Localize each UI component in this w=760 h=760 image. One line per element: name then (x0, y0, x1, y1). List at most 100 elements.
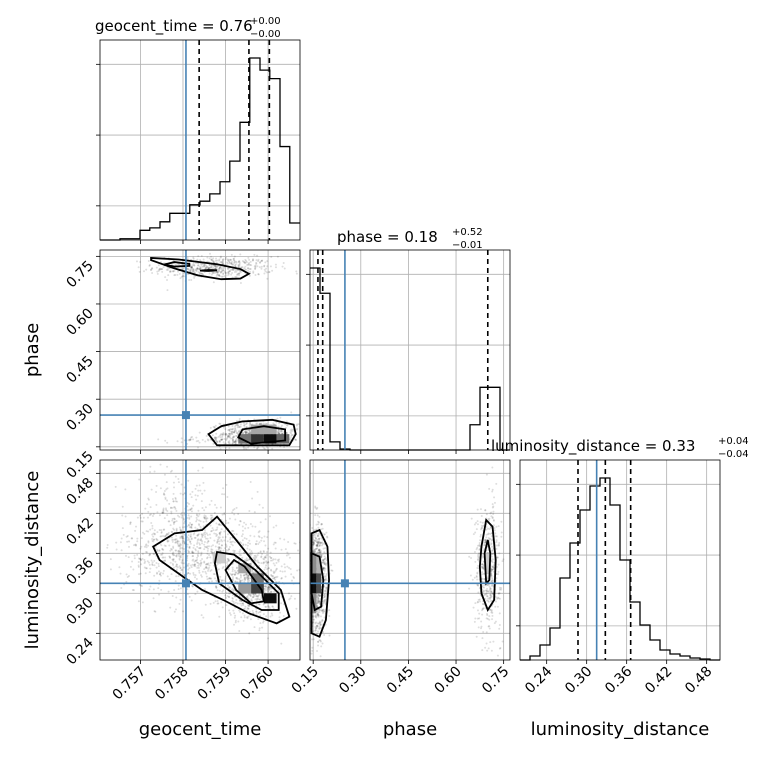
sample-point (489, 591, 492, 594)
sample-point (315, 593, 318, 596)
sample-point (267, 605, 270, 608)
sample-point (315, 545, 318, 548)
sample-point (313, 529, 316, 532)
sample-point (233, 616, 236, 619)
sample-point (224, 535, 227, 538)
sample-point (316, 544, 319, 547)
sample-point (268, 586, 271, 589)
sample-point (145, 567, 148, 570)
sample-point (490, 580, 493, 583)
sample-point (284, 548, 287, 551)
sample-point (205, 566, 208, 569)
sample-point (476, 571, 479, 574)
sample-point (261, 506, 264, 509)
sample-point (190, 525, 193, 528)
density-cell (251, 583, 264, 594)
sample-point (189, 438, 192, 441)
sample-point (204, 563, 207, 566)
sample-point (242, 445, 245, 448)
sample-point (482, 544, 485, 547)
sample-point (235, 533, 238, 536)
sample-point (227, 271, 230, 274)
sample-point (204, 533, 207, 536)
sample-point (240, 602, 243, 605)
sample-point (197, 550, 200, 553)
sample-point (210, 255, 213, 258)
sample-point (188, 439, 191, 442)
sample-point (179, 492, 182, 495)
sample-point (231, 433, 234, 436)
sample-point (174, 500, 177, 503)
sample-point (187, 524, 190, 527)
sample-point (178, 557, 181, 560)
sample-point (169, 270, 172, 273)
sample-point (188, 550, 191, 553)
sample-point (234, 275, 237, 278)
sample-point (175, 555, 178, 558)
sample-point (242, 602, 245, 605)
sample-point (231, 568, 234, 571)
sample-point (487, 532, 490, 535)
sample-point (129, 521, 132, 524)
sample-point (174, 506, 177, 509)
sample-point (318, 595, 321, 598)
sample-point (236, 602, 239, 605)
sample-point (486, 595, 489, 598)
sample-point (124, 488, 127, 491)
sample-point (181, 547, 184, 550)
sample-point (258, 603, 261, 606)
sample-point (230, 262, 233, 265)
sample-point (141, 520, 144, 523)
sample-point (171, 506, 174, 509)
sample-point (318, 551, 321, 554)
sample-point (491, 488, 494, 491)
sample-point (211, 259, 214, 262)
sample-point (159, 487, 162, 490)
sample-point (258, 530, 261, 533)
sample-point (172, 270, 175, 273)
sample-point (153, 610, 156, 613)
sample-point (317, 644, 320, 647)
sample-point (477, 559, 480, 562)
sample-point (323, 598, 326, 601)
sample-point (234, 614, 237, 617)
sample-point (476, 523, 479, 526)
sample-point (176, 273, 179, 276)
sample-point (120, 549, 123, 552)
sample-point (259, 551, 262, 554)
sample-point (206, 545, 209, 548)
sample-point (243, 537, 246, 540)
sample-point (199, 547, 202, 550)
sample-point (238, 272, 241, 275)
sample-point (253, 557, 256, 560)
sample-point (195, 269, 198, 272)
sample-point (198, 484, 201, 487)
sample-point (234, 573, 237, 576)
sample-point (322, 600, 325, 603)
sample-point (482, 568, 485, 571)
sample-point (481, 607, 484, 610)
sample-point (317, 615, 320, 618)
sample-point (170, 547, 173, 550)
sample-point (252, 571, 255, 574)
sample-point (490, 611, 493, 614)
sample-point (307, 589, 309, 591)
sample-point (267, 585, 270, 588)
sample-point (317, 593, 320, 596)
sample-point (252, 592, 255, 595)
sample-point (490, 543, 493, 546)
sample-point (267, 637, 270, 640)
sample-point (166, 465, 169, 468)
sample-point (261, 259, 264, 262)
sample-point (205, 517, 208, 520)
sample-point (317, 622, 320, 625)
sample-point (230, 573, 233, 576)
sample-point (234, 427, 237, 430)
sample-point (325, 591, 328, 594)
sample-point (249, 523, 252, 526)
sample-point (174, 580, 177, 583)
sample-point (323, 533, 326, 536)
sample-point (264, 585, 267, 588)
sample-point (321, 559, 324, 562)
sample-point (282, 615, 285, 618)
